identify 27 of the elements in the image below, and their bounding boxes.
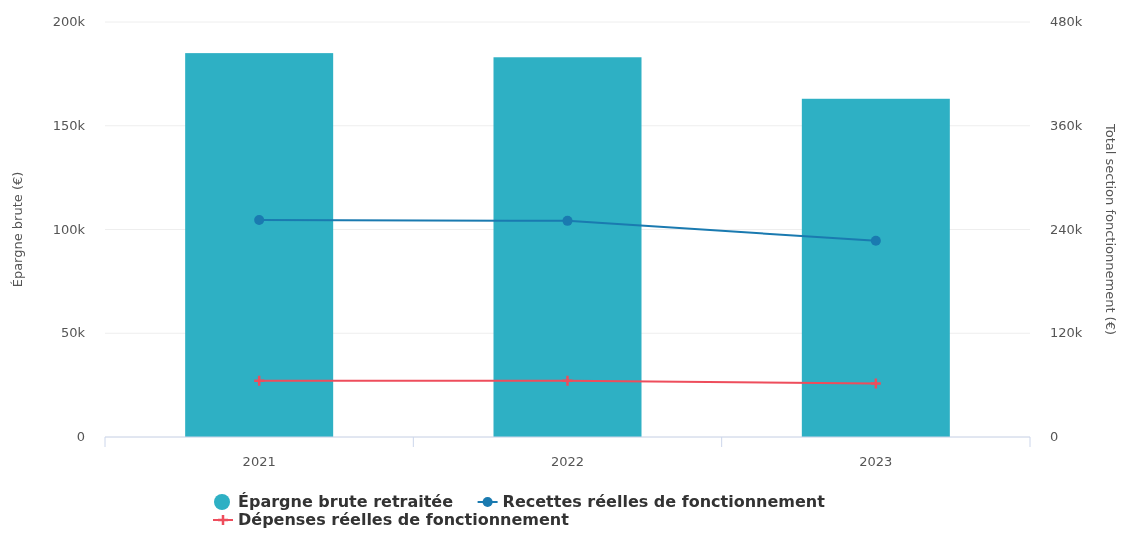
y-tick-label: 200k bbox=[52, 14, 86, 29]
legend-label: Recettes réelles de fonctionnement bbox=[502, 492, 826, 511]
point bbox=[254, 214, 265, 225]
x-tick-label: 2023 bbox=[859, 454, 893, 469]
bar bbox=[801, 98, 950, 437]
y2-tick-label: 480k bbox=[1050, 14, 1083, 29]
y2-axis-title: Total section fonctionnement (€) bbox=[1103, 122, 1118, 336]
bar bbox=[185, 53, 334, 437]
y-tick-label: 100k bbox=[52, 221, 86, 237]
point bbox=[562, 215, 573, 226]
y2-tick-label: 0 bbox=[1050, 429, 1059, 444]
y-axis-title: Épargne brute (€) bbox=[10, 171, 25, 288]
point bbox=[252, 374, 266, 388]
x-tick-label: 2022 bbox=[550, 454, 585, 469]
y-tick-label: 150k bbox=[52, 117, 86, 133]
point bbox=[561, 374, 574, 388]
bar bbox=[493, 57, 642, 437]
legend-label: Épargne brute retraitée bbox=[238, 492, 454, 511]
y2-tick-label: 240k bbox=[1050, 221, 1083, 237]
x-tick-label: 2021 bbox=[242, 454, 276, 469]
y2-tick-label: 120k bbox=[1050, 325, 1083, 341]
point bbox=[869, 377, 883, 390]
y2-tick-label: 360k bbox=[1050, 117, 1083, 133]
legend-label: Dépenses réelles de fonctionnement bbox=[238, 510, 570, 529]
point bbox=[870, 235, 881, 246]
y-tick-label: 50k bbox=[60, 325, 86, 341]
y-tick-label: 0 bbox=[76, 429, 85, 444]
